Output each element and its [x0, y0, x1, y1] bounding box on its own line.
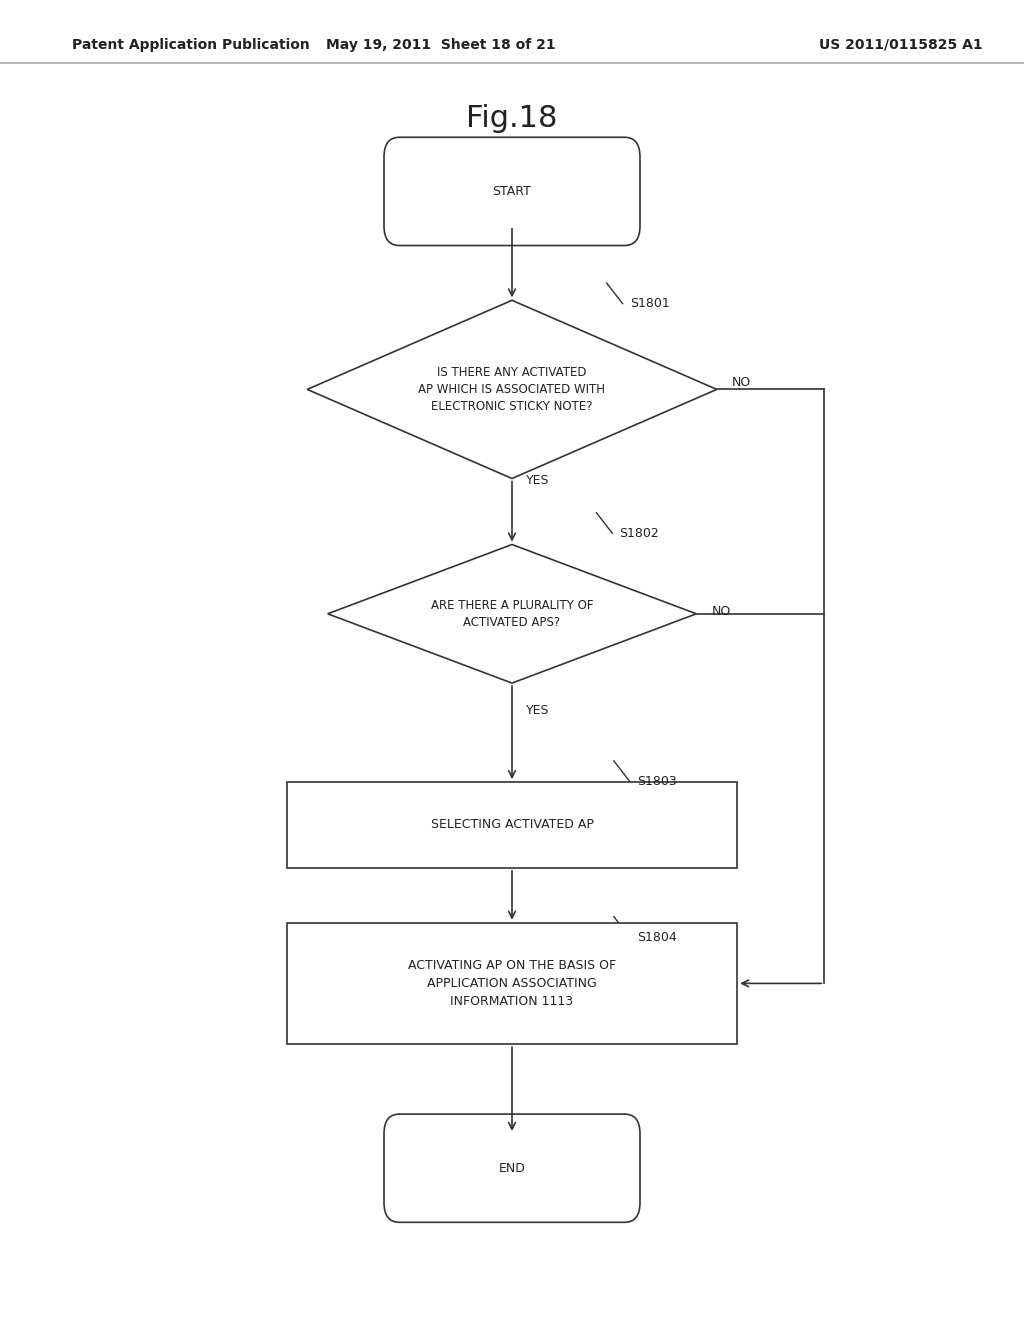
Text: US 2011/0115825 A1: US 2011/0115825 A1: [819, 38, 983, 51]
Text: ACTIVATING AP ON THE BASIS OF
APPLICATION ASSOCIATING
INFORMATION 1113: ACTIVATING AP ON THE BASIS OF APPLICATIO…: [408, 958, 616, 1008]
Bar: [287, 923, 737, 1044]
FancyBboxPatch shape: [384, 1114, 640, 1222]
Text: END: END: [499, 1162, 525, 1175]
Polygon shape: [307, 301, 717, 479]
Text: May 19, 2011  Sheet 18 of 21: May 19, 2011 Sheet 18 of 21: [326, 38, 555, 51]
Text: YES: YES: [526, 474, 550, 487]
Text: Fig.18: Fig.18: [466, 104, 558, 133]
Text: NO: NO: [712, 605, 731, 618]
Text: S1802: S1802: [620, 527, 659, 540]
Text: S1801: S1801: [630, 297, 670, 310]
FancyBboxPatch shape: [384, 137, 640, 246]
Text: SELECTING ACTIVATED AP: SELECTING ACTIVATED AP: [430, 818, 594, 832]
Text: NO: NO: [732, 376, 752, 389]
Polygon shape: [328, 544, 696, 682]
Text: Patent Application Publication: Patent Application Publication: [72, 38, 309, 51]
Text: IS THERE ANY ACTIVATED
AP WHICH IS ASSOCIATED WITH
ELECTRONIC STICKY NOTE?: IS THERE ANY ACTIVATED AP WHICH IS ASSOC…: [419, 366, 605, 413]
Text: YES: YES: [526, 704, 550, 717]
Text: S1804: S1804: [637, 931, 677, 944]
Text: ARE THERE A PLURALITY OF
ACTIVATED APS?: ARE THERE A PLURALITY OF ACTIVATED APS?: [431, 599, 593, 628]
Text: START: START: [493, 185, 531, 198]
Bar: [287, 781, 737, 869]
Text: S1803: S1803: [637, 775, 677, 788]
